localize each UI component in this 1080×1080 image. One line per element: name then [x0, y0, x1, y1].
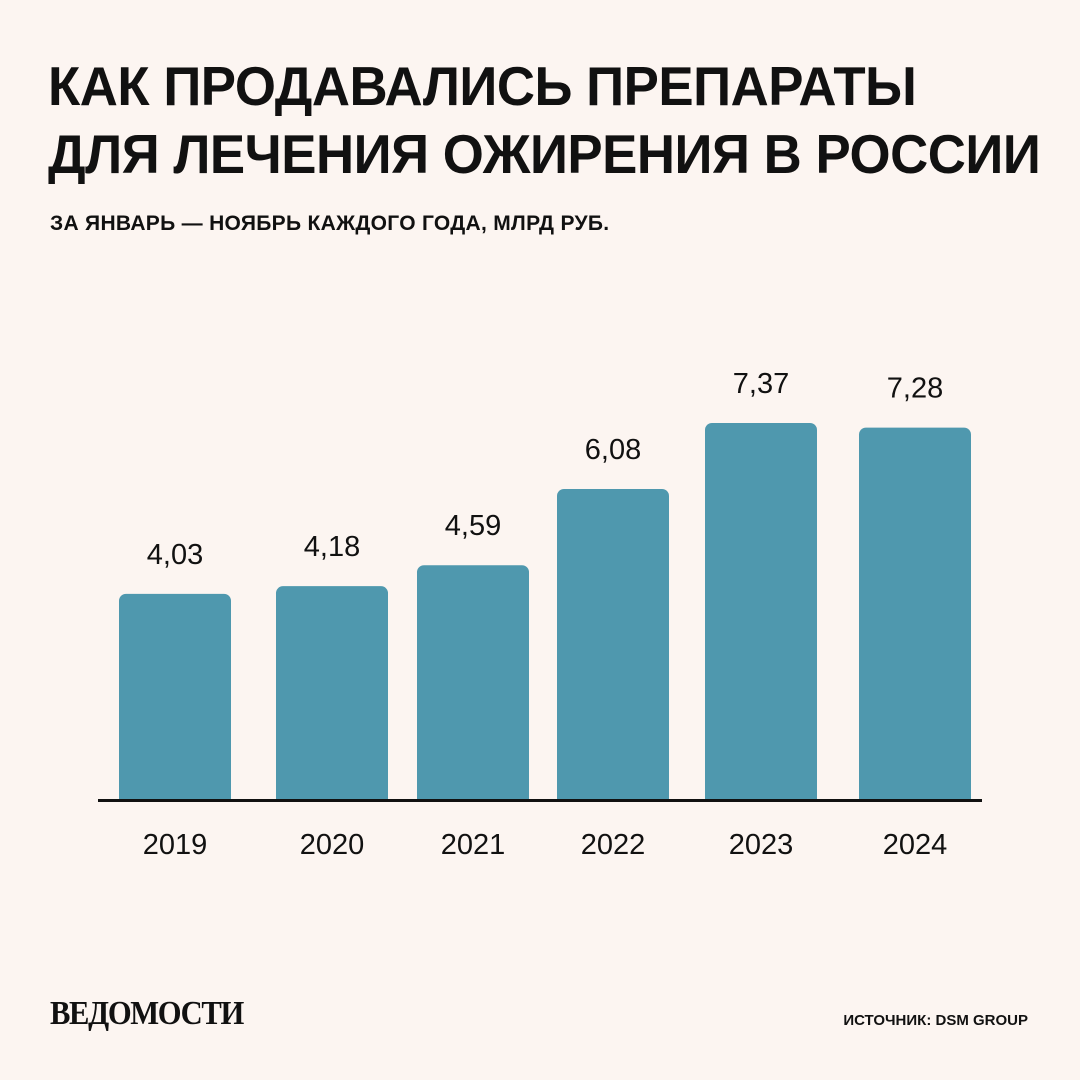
x-tick-label-2022: 2022 — [581, 829, 646, 861]
x-tick-label-2024: 2024 — [883, 829, 948, 861]
title-line-1: КАК ПРОДАВАЛИСЬ ПРЕПАРАТЫ — [48, 55, 917, 117]
value-label-2021: 4,59 — [445, 510, 501, 542]
value-label-2019: 4,03 — [147, 539, 203, 571]
x-tick-label-2019: 2019 — [143, 829, 208, 861]
bar-2021 — [417, 565, 529, 806]
bar-2022 — [557, 488, 669, 806]
value-label-2023: 7,37 — [733, 368, 789, 400]
chart-title: КАК ПРОДАВАЛИСЬ ПРЕПАРАТЫ ДЛЯ ЛЕЧЕНИЯ ОЖ… — [48, 52, 1041, 188]
value-label-2020: 4,18 — [304, 531, 360, 563]
baseline-cover — [0, 802, 1080, 810]
value-label-2022: 6,08 — [585, 434, 641, 466]
x-tick-label-2020: 2020 — [300, 829, 365, 861]
value-label-2024: 7,28 — [887, 373, 943, 405]
title-line-2: ДЛЯ ЛЕЧЕНИЯ ОЖИРЕНИЯ В РОССИИ — [48, 123, 1041, 185]
chart-subtitle: ЗА ЯНВАРЬ — НОЯБРЬ КАЖДОГО ГОДА, МЛРД РУ… — [50, 212, 610, 235]
bar-2023 — [705, 423, 817, 806]
bar-2020 — [276, 586, 388, 806]
bar-2019 — [119, 593, 231, 806]
bar-2024 — [859, 427, 971, 806]
x-tick-label-2021: 2021 — [441, 829, 506, 861]
x-tick-label-2023: 2023 — [729, 829, 794, 861]
vedomosti-logo: ВЕДОМОСТИ — [50, 995, 244, 1032]
source-note: ИСТОЧНИК: DSM GROUP — [843, 1012, 1028, 1029]
